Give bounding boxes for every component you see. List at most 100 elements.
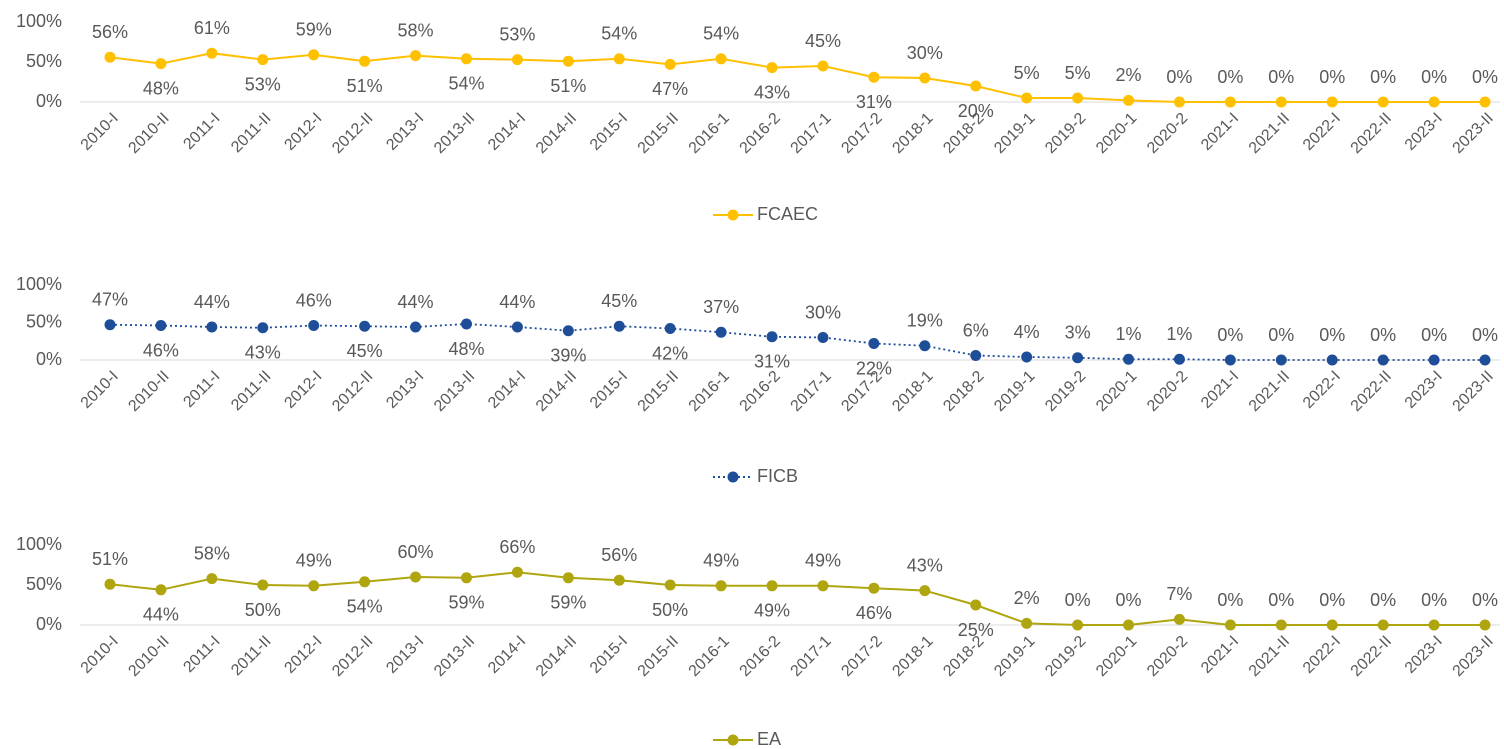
data-label: 54% — [601, 24, 637, 44]
x-tick-label: 2019-1 — [991, 633, 1038, 680]
x-tick-label: 2010-I — [78, 110, 122, 154]
data-label: 22% — [856, 358, 892, 378]
data-label: 6% — [963, 320, 989, 340]
data-point — [1224, 354, 1236, 366]
data-label: 47% — [652, 79, 688, 99]
x-tick-label: 2022-I — [1300, 633, 1344, 677]
data-point — [1021, 617, 1033, 629]
y-tick-label: 100% — [16, 274, 62, 294]
data-point — [410, 321, 422, 333]
data-point — [410, 571, 422, 583]
data-point — [868, 71, 880, 83]
x-tick-label: 2012-I — [281, 110, 325, 154]
x-tick-label: 2019-2 — [1042, 368, 1089, 415]
x-tick-label: 2019-1 — [991, 368, 1038, 415]
y-tick-label: 100% — [16, 11, 62, 31]
data-point — [308, 49, 320, 61]
x-tick-label: 2012-II — [329, 633, 376, 680]
data-point — [970, 599, 982, 611]
data-label: 25% — [958, 620, 994, 640]
data-point — [308, 320, 320, 331]
x-tick-label: 2015-I — [587, 633, 631, 677]
data-label: 0% — [1472, 325, 1498, 345]
y-tick-label: 50% — [26, 574, 62, 594]
data-point — [715, 53, 727, 65]
y-tick-label: 0% — [36, 349, 62, 369]
data-point — [664, 579, 676, 591]
data-point — [1377, 354, 1389, 366]
data-point — [104, 319, 116, 331]
x-tick-label: 2016-1 — [686, 110, 733, 157]
series-line — [109, 571, 1485, 626]
data-point — [613, 53, 625, 65]
data-label: 30% — [907, 43, 943, 63]
x-tick-label: 2019-2 — [1042, 633, 1089, 680]
x-tick-label: 2023-I — [1402, 368, 1446, 412]
data-label: 43% — [754, 82, 790, 102]
x-tick-label: 2016-2 — [737, 110, 784, 157]
data-label: 0% — [1268, 325, 1294, 345]
data-label: 60% — [398, 542, 434, 562]
data-point — [359, 320, 371, 332]
data-point — [1275, 354, 1287, 366]
x-tick-label: 2013-II — [431, 368, 478, 415]
data-point — [1479, 354, 1491, 366]
data-label: 51% — [550, 76, 586, 96]
x-tick-label: 2014-II — [533, 633, 580, 680]
x-tick-label: 2010-I — [78, 633, 122, 677]
x-tick-label: 2017-1 — [788, 633, 835, 680]
x-tick-label: 2020-2 — [1144, 633, 1191, 680]
data-point — [1123, 94, 1135, 106]
data-point — [1326, 96, 1338, 108]
data-label: 31% — [856, 92, 892, 112]
data-point — [715, 580, 727, 592]
data-label: 44% — [398, 292, 434, 312]
x-tick-label: 2013-II — [431, 633, 478, 680]
data-label: 0% — [1268, 67, 1294, 87]
data-label: 0% — [1116, 590, 1142, 610]
data-point — [817, 60, 829, 72]
data-label: 0% — [1065, 590, 1091, 610]
x-tick-label: 2014-I — [485, 110, 529, 154]
x-tick-label: 2011-I — [180, 633, 223, 676]
x-tick-label: 2020-2 — [1144, 368, 1191, 415]
x-tick-label: 2018-1 — [889, 368, 936, 415]
data-label: 43% — [907, 555, 943, 575]
data-label: 0% — [1421, 325, 1447, 345]
data-label: 42% — [652, 343, 688, 363]
data-point — [155, 58, 167, 70]
data-label: 44% — [194, 292, 230, 312]
data-label: 49% — [805, 551, 841, 571]
data-label: 5% — [1065, 63, 1091, 83]
data-point — [766, 580, 778, 592]
legend-label: FCAEC — [757, 204, 818, 224]
x-tick-label: 2015-II — [635, 110, 682, 157]
x-tick-label: 2010-II — [125, 633, 172, 680]
data-label: 4% — [1014, 322, 1040, 342]
data-point — [766, 62, 778, 74]
data-point — [257, 322, 269, 334]
data-point — [715, 326, 727, 338]
x-tick-label: 2012-II — [329, 110, 376, 157]
data-label: 54% — [703, 24, 739, 44]
x-tick-label: 2013-II — [431, 110, 478, 157]
data-label: 30% — [805, 302, 841, 322]
x-tick-label: 2018-2 — [940, 368, 987, 415]
data-point — [257, 579, 269, 591]
data-label: 0% — [1421, 67, 1447, 87]
data-label: 0% — [1217, 67, 1243, 87]
x-tick-label: 2014-I — [485, 368, 529, 412]
x-tick-label: 2012-I — [281, 633, 325, 677]
data-label: 50% — [245, 600, 281, 620]
data-point — [1072, 619, 1084, 631]
data-label: 2% — [1014, 588, 1040, 608]
data-point — [1173, 613, 1185, 625]
data-point — [562, 55, 574, 67]
x-tick-label: 2022-I — [1300, 368, 1344, 412]
data-label: 0% — [1217, 590, 1243, 610]
data-point — [155, 584, 167, 596]
legend-label: FICB — [757, 466, 798, 486]
data-point — [359, 576, 371, 588]
data-label: 37% — [703, 297, 739, 317]
data-label: 58% — [194, 543, 230, 563]
